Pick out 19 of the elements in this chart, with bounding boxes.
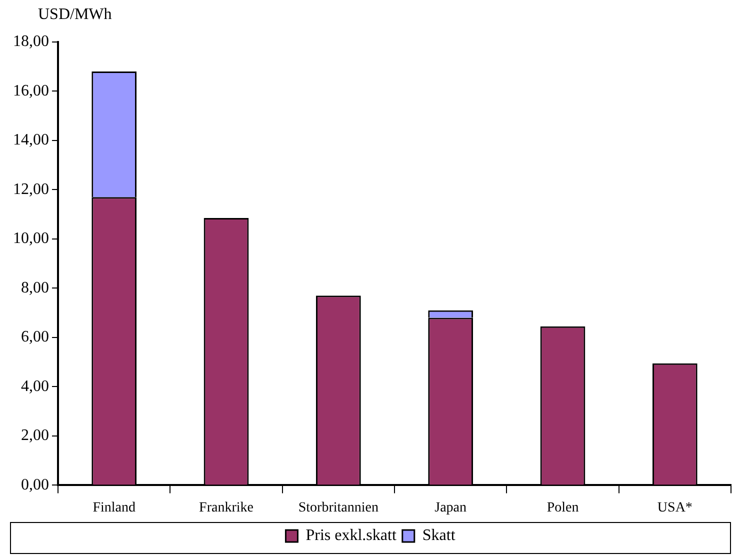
- y-tick-label: 18,00: [13, 33, 49, 50]
- y-tick-label: 6,00: [21, 328, 49, 346]
- x-tick-label: Japan: [434, 500, 467, 516]
- y-tick-label: 16,00: [13, 82, 49, 100]
- x-tick-label: USA*: [657, 500, 692, 516]
- x-tick-label: Frankrike: [199, 500, 254, 516]
- y-tick-label: 14,00: [13, 132, 49, 149]
- x-tick-label: Polen: [546, 500, 579, 516]
- y-tick-label: 8,00: [21, 279, 49, 296]
- x-tick-label: Finland: [92, 500, 136, 516]
- legend-label: Pris exkl.skatt: [306, 527, 397, 544]
- y-tick-label: 0,00: [21, 476, 49, 494]
- y-axis-title: USD/MWh: [38, 6, 112, 24]
- legend-label: Skatt: [422, 527, 456, 544]
- y-tick-label: 10,00: [13, 230, 49, 248]
- y-tick-label: 12,00: [13, 180, 49, 198]
- y-tick-label: 2,00: [21, 427, 49, 444]
- x-tick-label: Storbritannien: [298, 500, 378, 516]
- y-tick-label: 4,00: [21, 378, 49, 395]
